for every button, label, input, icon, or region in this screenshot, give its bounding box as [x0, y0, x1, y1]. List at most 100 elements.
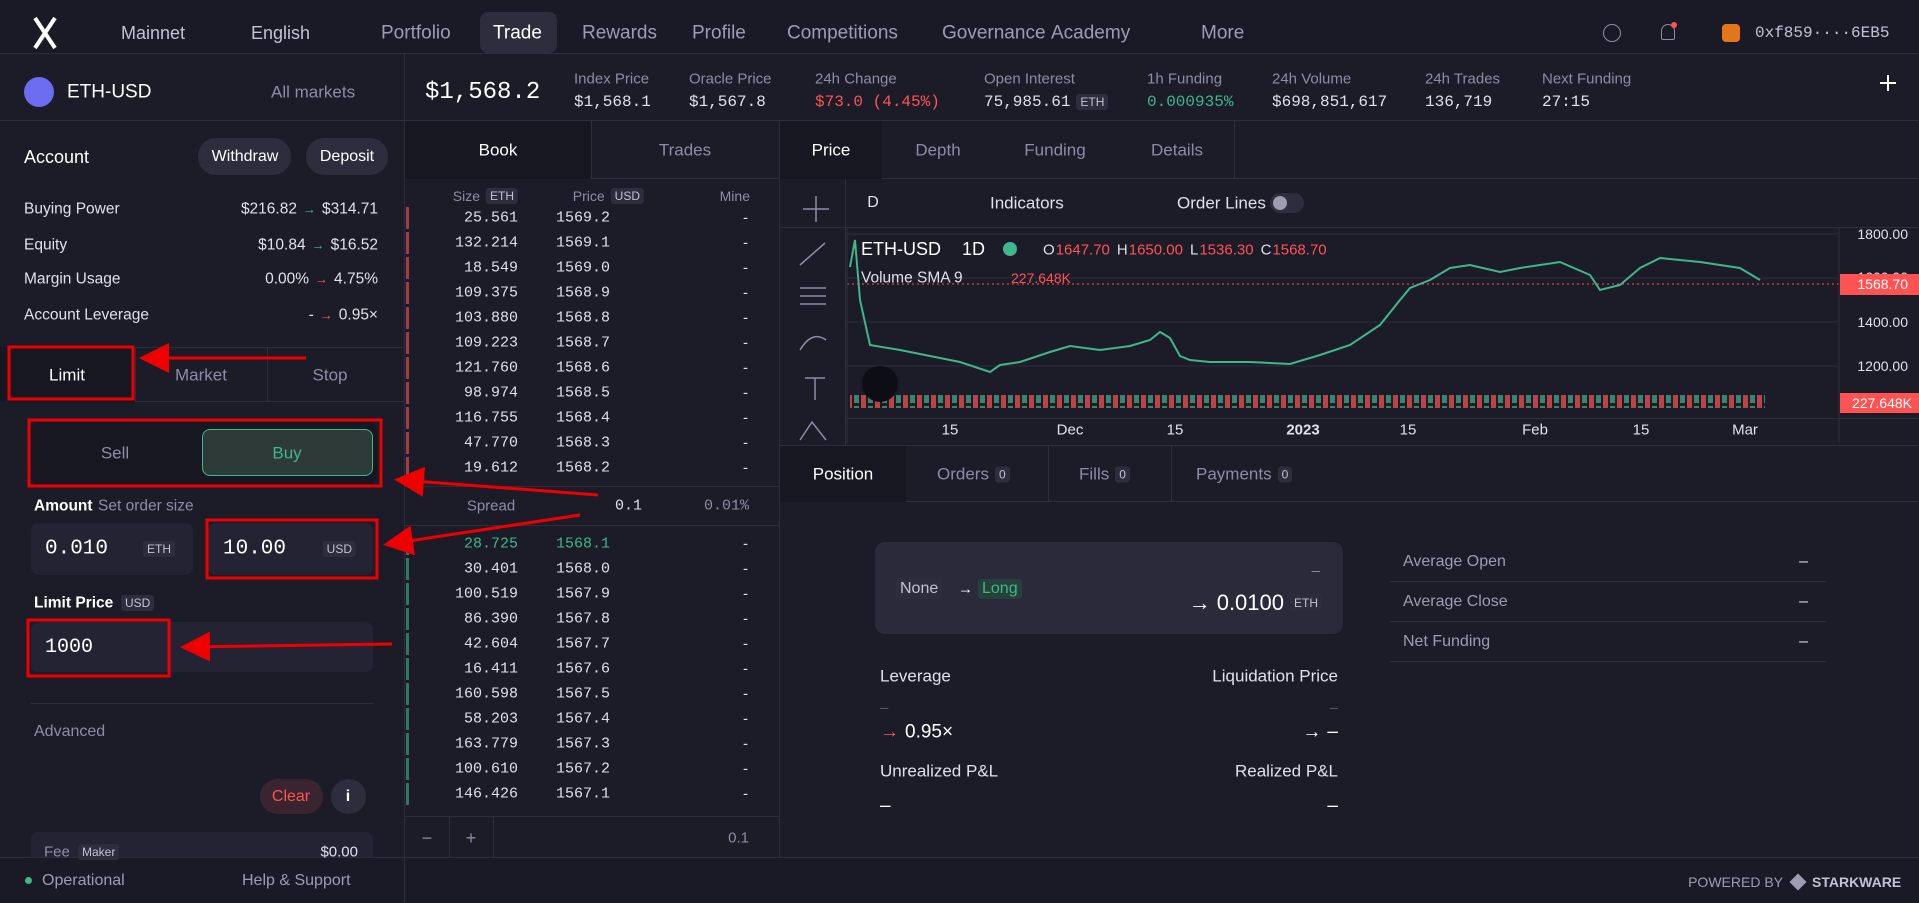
book-mine: -	[743, 635, 748, 653]
divider	[31, 703, 373, 704]
info-button[interactable]	[331, 779, 366, 814]
order-lines-toggle[interactable]: Order Lines	[1177, 193, 1266, 213]
label: -	[308, 306, 314, 324]
advanced-toggle[interactable]: Advanced	[34, 723, 106, 740]
zoom-in[interactable]: +	[465, 828, 477, 848]
dash: –	[1799, 593, 1808, 610]
chart-tab[interactable]: Depth	[915, 140, 961, 160]
clear-button[interactable]	[260, 779, 323, 814]
clear-label[interactable]: Clear	[271, 788, 311, 805]
deposit-button[interactable]	[306, 138, 388, 175]
trades-tab[interactable]: Trades	[658, 140, 712, 160]
top-nav	[0, 0, 1919, 54]
book-size: 47.770	[463, 434, 518, 452]
depth-bar	[406, 282, 409, 304]
nav-link[interactable]: Governance	[942, 22, 1046, 44]
depth-bar	[406, 733, 409, 755]
detail-label: Average Close	[1403, 593, 1508, 610]
label: →	[311, 237, 325, 253]
wallet-icon	[1722, 24, 1740, 42]
nav-link[interactable]: Academy	[1051, 22, 1131, 44]
book-size: 28.725	[463, 535, 518, 553]
info-label[interactable]: i	[345, 788, 351, 805]
withdraw-label[interactable]: Withdraw	[211, 148, 279, 165]
sell-label[interactable]: Sell	[100, 443, 130, 463]
add-icon[interactable]	[1887, 75, 1889, 91]
markets-select[interactable]: All markets	[271, 82, 356, 102]
label: 27:15	[1542, 93, 1591, 111]
book-price: 1567.4	[555, 710, 610, 728]
book-mine: -	[743, 660, 748, 678]
language-select[interactable]: English	[251, 23, 311, 43]
divider	[847, 418, 1919, 419]
footer	[0, 857, 1919, 903]
zoom-out[interactable]: −	[421, 828, 433, 848]
book-footer	[405, 816, 779, 857]
label: ETH	[1290, 595, 1322, 611]
book-price: 1568.7	[555, 334, 610, 352]
order-type-tab[interactable]: Stop	[312, 365, 348, 385]
status-link[interactable]: Operational	[42, 872, 125, 889]
deposit-label[interactable]: Deposit	[319, 148, 375, 165]
book-mine: -	[743, 434, 748, 452]
dash: –	[1329, 699, 1338, 717]
buy-label[interactable]: Buy	[272, 443, 302, 463]
label: 0	[1115, 466, 1130, 482]
dash: –	[1799, 553, 1808, 570]
order-type-tab[interactable]: Market	[175, 365, 227, 385]
last-volume-label: 227.648K	[1852, 395, 1912, 411]
book-tab[interactable]: Book	[478, 140, 518, 160]
label: 4.75%	[334, 270, 378, 288]
liquidation-value: → –	[1302, 723, 1338, 742]
nav-link[interactable]: Trade	[493, 22, 542, 44]
book-mine: -	[743, 760, 748, 778]
book-price: 1568.9	[555, 284, 610, 302]
nav-link[interactable]: More	[1201, 22, 1245, 44]
bell-icon[interactable]	[1661, 24, 1675, 40]
book-mine: -	[743, 585, 748, 603]
status-dot	[25, 877, 32, 884]
help-icon[interactable]	[1603, 24, 1621, 42]
position-size: → 0.0100 ETH	[1189, 592, 1322, 614]
depth-bar	[406, 558, 409, 580]
interval-select[interactable]: D	[867, 194, 879, 211]
position-from: None	[896, 579, 943, 599]
label: ETH	[1076, 94, 1109, 110]
chart-tab[interactable]: Details	[1151, 140, 1203, 160]
label: $73.0 (4.45%)	[815, 93, 940, 111]
account-label: Buying Power	[24, 200, 120, 218]
chart-toolbar	[780, 179, 1919, 228]
book-price: 1569.2	[555, 209, 610, 227]
depth-bar	[406, 708, 409, 730]
stat-label: Next Funding	[1542, 70, 1632, 88]
book-mine: -	[743, 234, 748, 252]
volume-legend: Volume SMA 9	[861, 269, 963, 287]
label: $1,568.1	[574, 93, 651, 111]
nav-link[interactable]: Rewards	[582, 22, 657, 44]
book-size: 160.598	[454, 685, 518, 703]
label: 1650.00	[1128, 241, 1183, 259]
help-link[interactable]: Help & Support	[242, 872, 351, 889]
wallet-address[interactable]: 0xf859····6EB5	[1755, 24, 1890, 42]
order-type-tab[interactable]: Limit	[49, 365, 85, 385]
withdraw-button[interactable]	[198, 138, 291, 175]
chart-timeframe: 1D	[962, 239, 986, 259]
book-price: 1568.6	[555, 359, 610, 377]
nav-link[interactable]: Profile	[692, 22, 746, 44]
stat-label: 24h Trades	[1425, 70, 1501, 88]
indicators-button[interactable]: Indicators	[990, 193, 1064, 213]
divider	[1234, 121, 1235, 179]
book-mine: -	[743, 685, 748, 703]
chart-tab[interactable]: Price	[811, 140, 851, 160]
nav-link[interactable]: Competitions	[787, 22, 898, 44]
nav-link[interactable]: Portfolio	[381, 22, 451, 44]
book-mine: -	[743, 359, 748, 377]
label: 1536.30	[1199, 241, 1254, 259]
chart-tab[interactable]: Funding	[1024, 140, 1086, 160]
book-price: 1567.6	[555, 660, 610, 678]
network-select[interactable]: Mainnet	[121, 23, 186, 43]
label: →	[1302, 721, 1322, 743]
active-tab	[405, 121, 592, 179]
label: C	[1260, 241, 1272, 259]
